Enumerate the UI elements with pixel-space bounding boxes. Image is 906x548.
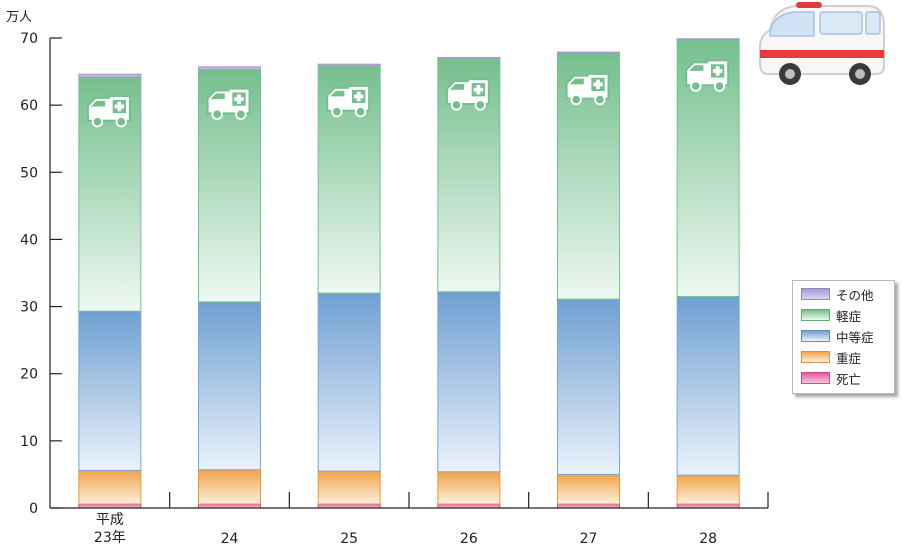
legend-item-mild: 軽症 — [801, 306, 861, 324]
bar-segment-death — [437, 503, 501, 509]
bar-segment-death — [198, 503, 261, 509]
bar-segment-serious — [198, 469, 261, 505]
bar-segment-other — [317, 63, 381, 67]
bar-segment-serious — [557, 473, 620, 505]
bar-segment-other — [78, 73, 142, 78]
legend-label-serious: 重症 — [836, 350, 862, 366]
legend-swatch-serious — [801, 351, 830, 363]
bar-segment-death — [557, 503, 620, 509]
y-tick-label: 30 — [20, 300, 38, 316]
bar-segment-other — [676, 38, 740, 40]
legend-item-other: その他 — [801, 285, 874, 303]
y-axis-unit-label: 万人 — [6, 10, 33, 25]
bar-segment-death — [317, 503, 381, 509]
y-tick-label: 50 — [20, 165, 38, 181]
x-tick-label: 27 — [580, 531, 598, 547]
y-tick-label: 60 — [20, 98, 38, 114]
bar-segment-moderate — [676, 296, 740, 476]
bar-segment-moderate — [557, 298, 620, 475]
legend-label-moderate: 中等症 — [836, 329, 874, 345]
x-tick-label: 25 — [340, 531, 358, 547]
ambulance-illustration-icon — [759, 2, 885, 85]
bar-segment-serious — [78, 469, 142, 505]
y-tick-label: 70 — [20, 31, 38, 47]
legend-swatch-moderate — [801, 330, 830, 342]
y-tick-label: 0 — [29, 501, 38, 517]
y-tick-label: 40 — [20, 232, 38, 248]
legend: その他 軽症 中等症 重症 死亡 — [792, 280, 895, 394]
x-tick-label: 24 — [221, 531, 239, 547]
legend-item-death: 死亡 — [801, 369, 861, 387]
y-tick-label: 20 — [20, 367, 38, 383]
bar-segment-serious — [676, 474, 740, 505]
legend-label-death: 死亡 — [836, 371, 862, 387]
legend-item-serious: 重症 — [801, 348, 861, 366]
bar-segment-other — [198, 66, 261, 71]
bar-segment-serious — [437, 471, 501, 505]
legend-label-mild: 軽症 — [836, 308, 862, 324]
bar-segment-serious — [317, 470, 381, 505]
legend-swatch-mild — [801, 309, 830, 321]
bar-segment-moderate — [198, 301, 261, 471]
bar-segment-moderate — [317, 292, 381, 472]
legend-swatch-other — [801, 288, 830, 300]
x-tick-label: 26 — [460, 531, 478, 547]
legend-swatch-death — [801, 372, 830, 384]
legend-label-other: その他 — [836, 287, 874, 303]
bar-segment-death — [78, 503, 142, 509]
x-tick-label: 28 — [699, 531, 717, 547]
bar-segment-moderate — [78, 310, 142, 471]
x-tick-label: 平成 23年 — [94, 512, 126, 546]
bar-segment-other — [557, 51, 620, 54]
bar-segment-death — [676, 503, 740, 509]
bar-segment-moderate — [437, 291, 501, 473]
y-tick-label: 10 — [20, 434, 38, 450]
legend-item-moderate: 中等症 — [801, 327, 874, 345]
bar-segment-other — [437, 56, 501, 59]
